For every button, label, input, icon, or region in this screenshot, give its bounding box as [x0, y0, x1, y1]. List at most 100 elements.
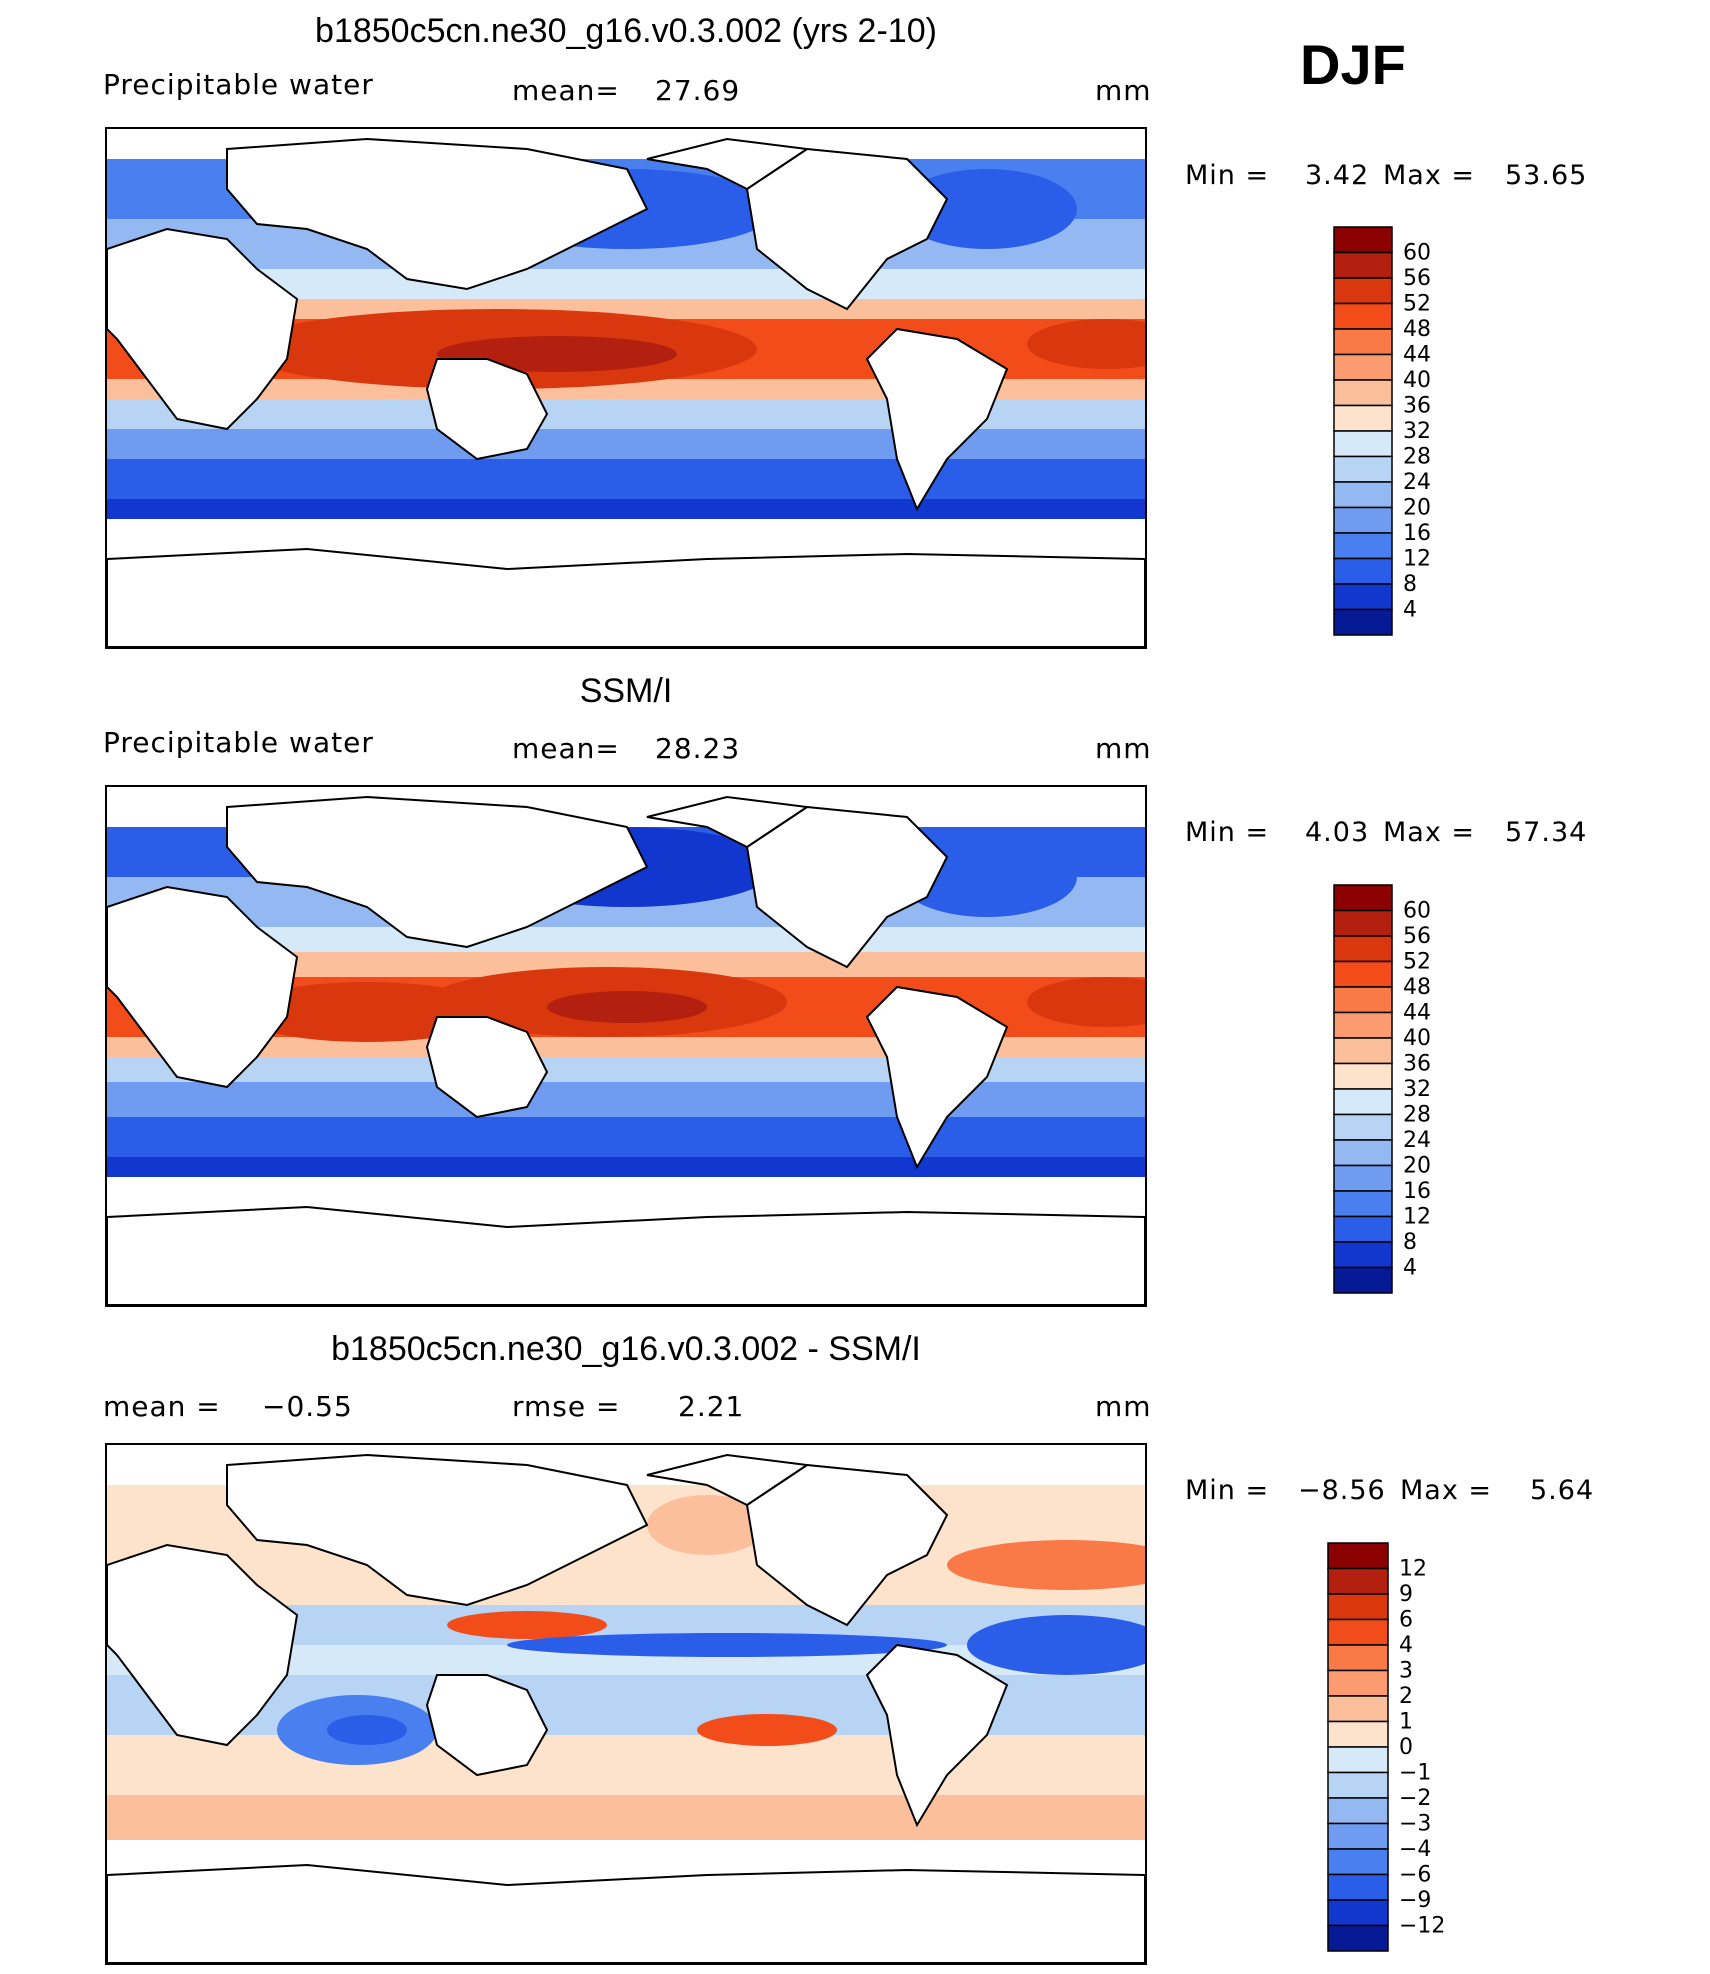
colorbar-swatch	[1327, 1669, 1389, 1697]
panel1-units: mm	[1095, 74, 1152, 107]
colorbar-swatch	[1327, 1848, 1389, 1876]
panel3-min-label: Min =	[1185, 1475, 1270, 1506]
colorbar-tick-label: 20	[1403, 1154, 1431, 1179]
colorbar-tick-label: 48	[1403, 975, 1431, 1000]
panel1-mean-value: 27.69	[655, 74, 741, 107]
colorbar-tick-label: 16	[1403, 1179, 1431, 1204]
colorbar-swatch	[1333, 909, 1393, 937]
colorbar-swatch	[1333, 557, 1393, 585]
colorbar-tick-label: 8	[1403, 1230, 1417, 1255]
colorbar-tick-label: 8	[1403, 572, 1417, 597]
colorbar-swatch	[1327, 1873, 1389, 1901]
colorbar-tick-label: 56	[1403, 924, 1431, 949]
panel2-mean-value: 28.23	[655, 732, 741, 765]
colorbar-swatch	[1333, 960, 1393, 988]
panel3-rmse-label: rmse =	[512, 1390, 621, 1423]
colorbar-swatch	[1333, 251, 1393, 279]
colorbar-swatch	[1333, 1062, 1393, 1090]
colorbar-tick-label: 9	[1399, 1582, 1413, 1607]
colorbar-swatch	[1333, 1215, 1393, 1243]
colorbar-swatch	[1333, 532, 1393, 560]
colorbar-swatch	[1327, 1695, 1389, 1723]
panel3-map	[105, 1443, 1147, 1965]
panel3-title: b1850c5cn.ne30_g16.v0.3.002 - SSM/I	[331, 1330, 921, 1368]
colorbar-swatch	[1333, 481, 1393, 509]
colorbar-swatch	[1333, 884, 1393, 912]
panel2-max-label: Max =	[1383, 817, 1476, 848]
colorbar-swatch	[1333, 226, 1393, 254]
colorbar-tick-label: 40	[1403, 1026, 1431, 1051]
panel1-title: b1850c5cn.ne30_g16.v0.3.002 (yrs 2-10)	[315, 12, 937, 50]
colorbar-swatch	[1333, 1164, 1393, 1192]
colorbar-swatch	[1333, 379, 1393, 407]
panel3-mean-value: −0.55	[262, 1390, 353, 1423]
colorbar-swatch	[1327, 1593, 1389, 1621]
panel1-max-label: Max =	[1383, 160, 1476, 191]
panel2-max-value: 57.34	[1505, 817, 1588, 848]
colorbar-tick-label: 56	[1403, 266, 1431, 291]
colorbar-tick-label: 44	[1403, 1001, 1431, 1026]
panel2-units: mm	[1095, 732, 1152, 765]
colorbar-swatch	[1327, 1746, 1389, 1774]
colorbar-tick-label: 12	[1403, 547, 1431, 572]
colorbar-swatch	[1333, 328, 1393, 356]
colorbar-swatch	[1333, 1241, 1393, 1269]
colorbar-tick-label: 44	[1403, 343, 1431, 368]
colorbar-tick-label: −12	[1399, 1914, 1445, 1939]
colorbar-tick-label: 24	[1403, 1128, 1431, 1153]
colorbar-swatch	[1333, 506, 1393, 534]
colorbar-tick-label: 24	[1403, 470, 1431, 495]
colorbar-tick-label: 12	[1399, 1557, 1427, 1582]
colorbar-tick-label: −3	[1399, 1812, 1431, 1837]
panel2-mean-label: mean=	[512, 732, 620, 765]
panel3-mean-label: mean =	[103, 1390, 221, 1423]
colorbar-tick-label: 32	[1403, 419, 1431, 444]
panel2-map	[105, 785, 1147, 1307]
colorbar-swatch	[1333, 608, 1393, 636]
panel2-variable: Precipitable water	[103, 726, 374, 759]
colorbar-tick-label: 0	[1399, 1735, 1413, 1760]
colorbar-swatch	[1333, 302, 1393, 330]
colorbar-tick-label: 6	[1399, 1608, 1413, 1633]
colorbar-tick-label: 48	[1403, 317, 1431, 342]
colorbar-tick-label: 4	[1399, 1633, 1413, 1658]
colorbar-tick-label: 2	[1399, 1684, 1413, 1709]
colorbar-swatch	[1333, 277, 1393, 305]
colorbar-swatch	[1333, 1037, 1393, 1065]
colorbar-swatch	[1333, 404, 1393, 432]
colorbar-tick-label: 52	[1403, 950, 1431, 975]
panel1-map	[105, 127, 1147, 649]
colorbar-swatch	[1333, 583, 1393, 611]
panel3-min-value: −8.56	[1298, 1475, 1386, 1506]
panel2-title: SSM/I	[579, 672, 673, 710]
colorbar-tick-label: 52	[1403, 292, 1431, 317]
panel1-min-label: Min =	[1185, 160, 1270, 191]
panel2-min-label: Min =	[1185, 817, 1270, 848]
colorbar-tick-label: 4	[1403, 598, 1417, 623]
colorbar-swatch	[1333, 1113, 1393, 1141]
colorbar-swatch	[1333, 353, 1393, 381]
colorbar-swatch	[1333, 1139, 1393, 1167]
panel2-min-value: 4.03	[1305, 817, 1370, 848]
colorbar-tick-label: 4	[1403, 1256, 1417, 1281]
colorbar-swatch	[1333, 935, 1393, 963]
colorbar-tick-label: 60	[1403, 241, 1431, 266]
panel3-max-value: 5.64	[1530, 1475, 1595, 1506]
colorbar-swatch	[1333, 455, 1393, 483]
colorbar-swatch	[1327, 1822, 1389, 1850]
colorbar-tick-label: 12	[1403, 1205, 1431, 1230]
colorbar-swatch	[1327, 1542, 1389, 1570]
colorbar-swatch	[1333, 986, 1393, 1014]
colorbar-tick-label: −9	[1399, 1888, 1431, 1913]
colorbar-swatch	[1333, 1190, 1393, 1218]
colorbar-swatch	[1327, 1899, 1389, 1927]
colorbar-swatch	[1333, 1266, 1393, 1294]
panel3-units: mm	[1095, 1390, 1152, 1423]
panel3-rmse-value: 2.21	[678, 1390, 745, 1423]
panel1-variable: Precipitable water	[103, 68, 374, 101]
colorbar-tick-label: −2	[1399, 1786, 1431, 1811]
colorbar-tick-label: 40	[1403, 368, 1431, 393]
